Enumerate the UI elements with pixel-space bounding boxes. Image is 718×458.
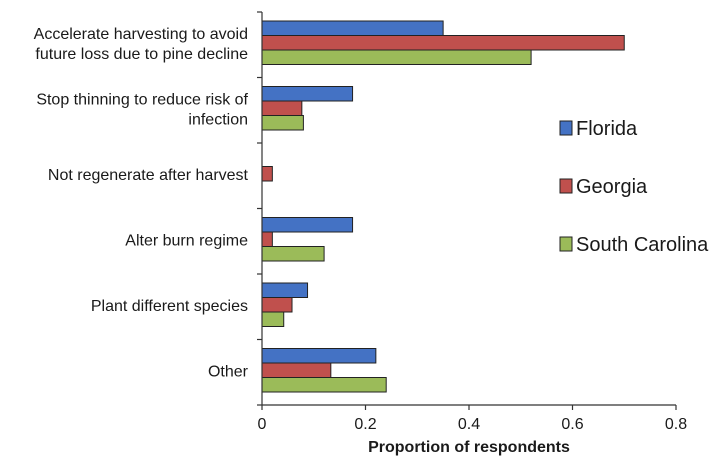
bar-georgia-5 (261, 362, 332, 378)
bar-florida-0 (261, 20, 444, 36)
x-tick-label: 0.6 (561, 416, 583, 433)
x-axis-title: Proportion of respondents (368, 439, 570, 456)
legend-swatch-georgia (559, 178, 573, 194)
category-label: Other (208, 363, 249, 380)
category-label: Plant different species (91, 298, 248, 315)
bar-florida-4 (261, 282, 309, 298)
bar-georgia-2 (261, 166, 273, 182)
bar-south-carolina-5 (261, 377, 387, 393)
bar-florida-3 (261, 217, 354, 233)
legend-swatch-south-carolina (559, 236, 573, 252)
bar-florida-1 (261, 86, 354, 102)
x-tick-label: 0.4 (458, 416, 480, 433)
category-label: Not regenerate after harvest (48, 167, 249, 184)
x-tick-label: 0 (258, 416, 267, 433)
legend: Florida Georgia South Carolina (559, 118, 709, 256)
category-label: infection (188, 111, 248, 128)
category-labels-layer: Accelerate harvesting to avoid future los… (34, 26, 249, 381)
category-label: Stop thinning to reduce risk of (36, 91, 248, 108)
bar-south-carolina-1 (261, 115, 304, 131)
bar-georgia-1 (261, 100, 303, 116)
category-label: Alter burn regime (125, 232, 248, 249)
bar-georgia-4 (261, 297, 293, 313)
bar-south-carolina-0 (261, 49, 532, 65)
bar-florida-5 (261, 348, 377, 364)
tick-labels-layer: 0 0.2 0.4 0.6 0.8 (258, 416, 688, 433)
bar-south-carolina-4 (261, 311, 285, 327)
bar-georgia-0 (261, 35, 625, 51)
bar-georgia-3 (261, 231, 273, 247)
legend-label: Georgia (576, 176, 648, 198)
axes-layer (257, 11, 677, 410)
legend-swatch-florida (559, 120, 573, 136)
bar-south-carolina-3 (261, 246, 325, 262)
bars-layer (261, 20, 625, 393)
legend-label: Florida (576, 118, 638, 140)
category-label: future loss due to pine decline (35, 46, 248, 63)
legend-label: South Carolina (576, 234, 709, 256)
x-tick-label: 0.2 (354, 416, 376, 433)
x-tick-label: 0.8 (665, 416, 687, 433)
category-label: Accelerate harvesting to avoid (34, 26, 248, 43)
